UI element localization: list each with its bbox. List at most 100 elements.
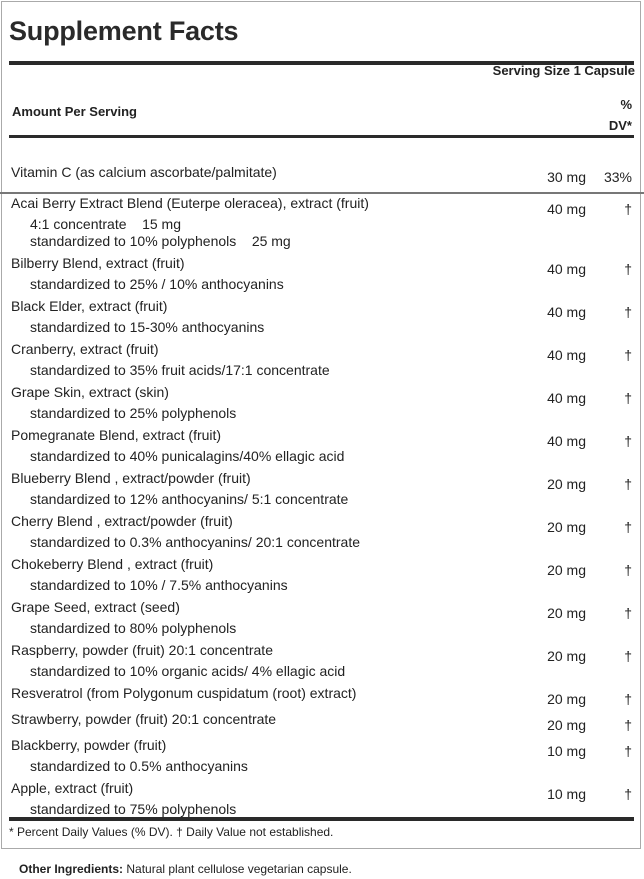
ingredient-name-row: Chokeberry Blend , extract (fruit) 20 mg † xyxy=(0,551,644,578)
ingredient-name: Cherry Blend , extract/powder (fruit) xyxy=(11,512,233,529)
ingredient-amount: 20 mg xyxy=(547,475,586,492)
ingredient-dv: † xyxy=(624,260,632,277)
ingredient-row: Pomegranate Blend, extract (fruit) 40 mg †… xyxy=(0,422,644,465)
ingredient-dv: † xyxy=(624,389,632,406)
ingredient-amount: 40 mg xyxy=(547,389,586,406)
ingredient-name-row: Cherry Blend , extract/powder (fruit) 20 … xyxy=(0,508,644,535)
ingredient-detail: standardized to 40% punicalagins/40% ell… xyxy=(30,447,345,464)
ingredient-row: Cranberry, extract (fruit) 40 mg † standard… xyxy=(0,336,644,379)
ingredient-amount: 10 mg xyxy=(547,742,586,759)
ingredient-detail: standardized to 15-30% anthocyanins xyxy=(30,318,265,335)
other-ingredients-label: Other Ingredients: xyxy=(19,862,124,876)
ingredient-name-row: Raspberry, powder (fruit) 20:1 concentra… xyxy=(0,637,644,664)
ingredient-row: Blackberry, powder (fruit) 10 mg † standard… xyxy=(0,732,644,775)
vitamin-row: Vitamin C (as calcium ascorbate/palmitat… xyxy=(0,159,644,194)
ingredient-name-row: Blueberry Blend , extract/powder (fruit)… xyxy=(0,465,644,492)
ingredient-name: Grape Skin, extract (skin) xyxy=(11,383,169,400)
ingredient-name: Chokeberry Blend , extract (fruit) xyxy=(11,555,214,572)
ingredient-amount: 20 mg xyxy=(547,604,586,621)
ingredient-row: Strawberry, powder (fruit) 20:1 concentr… xyxy=(0,706,644,733)
ingredient-amount: 40 mg xyxy=(547,260,586,277)
ingredient-list: Vitamin C (as calcium ascorbate/palmitat… xyxy=(0,159,644,818)
ingredient-detail: standardized to 25% polyphenols xyxy=(30,404,237,421)
ingredient-detail: standardized to 0.5% anthocyanins xyxy=(30,757,248,774)
ingredient-name: Raspberry, powder (fruit) 20:1 concentra… xyxy=(11,641,273,658)
ingredient-row: Grape Seed, extract (seed) 20 mg † standard… xyxy=(0,594,644,637)
ingredient-name-row: Acai Berry Extract Blend (Euterpe olerac… xyxy=(0,190,644,217)
bottom-divider xyxy=(9,817,634,821)
ingredient-amount: 30 mg xyxy=(547,169,586,185)
ingredient-dv: 33% xyxy=(603,169,632,185)
ingredient-detail: standardized to 0.3% anthocyanins/ 20:1 … xyxy=(30,533,360,550)
ingredient-detail: standardized to 35% fruit acids/17:1 con… xyxy=(30,361,330,378)
ingredient-dv: † xyxy=(624,561,632,578)
ingredient-name: Pomegranate Blend, extract (fruit) xyxy=(11,426,222,443)
ingredient-amount: 20 mg xyxy=(547,647,586,664)
ingredient-name-row: Black Elder, extract (fruit) 40 mg † xyxy=(0,293,644,320)
ingredient-row: Grape Skin, extract (skin) 40 mg † standard… xyxy=(0,379,644,422)
ingredient-name: Bilberry Blend, extract (fruit) xyxy=(11,254,185,271)
ingredient-amount: 10 mg xyxy=(547,785,586,802)
ingredient-name-row: Apple, extract (fruit) 10 mg † xyxy=(0,775,644,802)
ingredient-name: Blueberry Blend , extract/powder (fruit) xyxy=(11,469,251,486)
ingredient-dv: † xyxy=(624,201,632,217)
ingredient-name-row: Bilberry Blend, extract (fruit) 40 mg † xyxy=(0,250,644,277)
ingredient-dv: † xyxy=(624,346,632,363)
ingredient-name: Black Elder, extract (fruit) xyxy=(11,297,168,314)
other-ingredients: Other Ingredients: Natural plant cellulo… xyxy=(19,862,352,876)
ingredient-name: Vitamin C (as calcium ascorbate/palmitat… xyxy=(11,164,277,180)
footnote: * Percent Daily Values (% DV). † Daily V… xyxy=(9,825,334,839)
ingredient-name: Apple, extract (fruit) xyxy=(11,779,134,796)
ingredient-name-row: Cranberry, extract (fruit) 40 mg † xyxy=(0,336,644,363)
ingredient-amount: 40 mg xyxy=(547,201,586,217)
ingredient-detail: standardized to 75% polyphenols xyxy=(30,800,237,817)
ingredient-detail: standardized to 10% organic acids/ 4% el… xyxy=(30,662,346,679)
serving-size: Serving Size 1 Capsule xyxy=(492,63,635,78)
dv-header-line1: % xyxy=(620,97,632,112)
ingredient-dv: † xyxy=(624,785,632,802)
ingredient-detail: standardized to 80% polyphenols xyxy=(30,619,237,636)
ingredient-name: Strawberry, powder (fruit) 20:1 concentr… xyxy=(11,710,277,727)
ingredient-detail: standardized to 10% / 7.5% anthocyanins xyxy=(30,576,288,593)
amount-per-serving-header: Amount Per Serving xyxy=(12,104,137,119)
other-ingredients-text: Natural plant cellulose vegetarian capsu… xyxy=(123,862,352,876)
ingredient-name-row: Pomegranate Blend, extract (fruit) 40 mg † xyxy=(0,422,644,449)
dv-header: % DV* xyxy=(609,94,632,136)
ingredient-dv: † xyxy=(624,518,632,535)
ingredient-row: Apple, extract (fruit) 10 mg † standardized… xyxy=(0,775,644,818)
ingredient-amount: 20 mg xyxy=(547,716,586,733)
ingredient-amount: 20 mg xyxy=(547,690,586,707)
ingredient-row: Cherry Blend , extract/powder (fruit) 20 … xyxy=(0,508,644,551)
ingredient-name: Cranberry, extract (fruit) xyxy=(11,340,159,357)
ingredient-amount: 20 mg xyxy=(547,518,586,535)
ingredient-detail: standardized to 25% / 10% anthocyanins xyxy=(30,275,284,292)
panel-title: Supplement Facts xyxy=(9,16,239,46)
ingredient-amount: 40 mg xyxy=(547,303,586,320)
ingredient-row: Raspberry, powder (fruit) 20:1 concentra… xyxy=(0,637,644,680)
ingredient-amount: 40 mg xyxy=(547,432,586,449)
ingredient-dv: † xyxy=(624,432,632,449)
ingredient-name-row: Strawberry, powder (fruit) 20:1 concentr… xyxy=(0,706,644,733)
ingredient-dv: † xyxy=(624,475,632,492)
ingredient-row: Resveratrol (from Polygonum cuspidatum (… xyxy=(0,680,644,707)
ingredient-name: Acai Berry Extract Blend (Euterpe olerac… xyxy=(11,195,369,211)
ingredient-row: Blueberry Blend , extract/powder (fruit)… xyxy=(0,465,644,508)
header-divider xyxy=(9,135,634,138)
ingredient-row: Bilberry Blend, extract (fruit) 40 mg † sta… xyxy=(0,250,644,293)
ingredient-dv: † xyxy=(624,647,632,664)
ingredient-name: Resveratrol (from Polygonum cuspidatum (… xyxy=(11,684,357,701)
supplement-facts-panel xyxy=(1,1,641,849)
ingredient-detail: standardized to 10% polyphenols 25 mg xyxy=(30,232,291,249)
ingredient-amount: 20 mg xyxy=(547,561,586,578)
ingredient-name-row: Resveratrol (from Polygonum cuspidatum (… xyxy=(0,680,644,707)
ingredient-dv: † xyxy=(624,303,632,320)
ingredient-row: Chokeberry Blend , extract (fruit) 20 mg †… xyxy=(0,551,644,594)
ingredient-row: Acai Berry Extract Blend (Euterpe olerac… xyxy=(0,190,644,249)
ingredient-dv: † xyxy=(624,742,632,759)
ingredient-amount: 40 mg xyxy=(547,346,586,363)
dv-header-line2: DV* xyxy=(608,118,632,133)
ingredient-dv: † xyxy=(624,604,632,621)
ingredient-name-row: Grape Seed, extract (seed) 20 mg † xyxy=(0,594,644,621)
ingredient-dv: † xyxy=(624,690,632,707)
ingredient-name-row: Blackberry, powder (fruit) 10 mg † xyxy=(0,732,644,759)
